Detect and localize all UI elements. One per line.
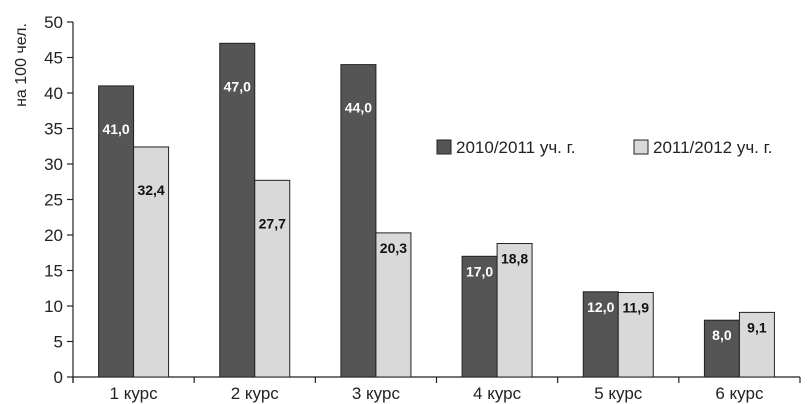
bar-value-label: 12,0	[587, 299, 614, 315]
y-tick-label: 25	[44, 191, 63, 210]
bar-series-1	[340, 64, 377, 378]
x-tick-label: 6 курс	[715, 384, 764, 403]
bar-series-2	[133, 146, 170, 378]
bar-value-label: 44,0	[345, 100, 372, 116]
bar-series-1	[703, 319, 740, 378]
bar-value-label: 20,3	[380, 240, 407, 256]
y-tick-label: 15	[44, 262, 63, 281]
y-tick-label: 45	[44, 49, 63, 68]
legend-label: 2010/2011 уч. г.	[456, 138, 575, 157]
bar-value-label: 27,7	[259, 215, 286, 231]
bar-series-2	[375, 232, 412, 378]
y-tick-label: 35	[44, 120, 63, 139]
y-tick-label: 10	[44, 297, 63, 316]
bar-series-1	[98, 85, 135, 378]
x-tick-label: 4 курс	[473, 384, 522, 403]
bars: 41,0 32,4 47,0 27,7 44,0 20,3 17,0 18,8 12,0 11,9…	[98, 42, 775, 378]
bar-series-2	[254, 179, 291, 378]
y-tick-label: 40	[44, 84, 63, 103]
y-axis: 0 5 10 15 20 25 30 35 40 45 50	[44, 13, 74, 387]
x-tick-label: 5 курс	[594, 384, 643, 403]
bar-value-label: 9,1	[747, 319, 767, 335]
legend-label: 2011/2012 уч. г.	[653, 138, 772, 157]
y-tick-label: 0	[54, 368, 63, 387]
x-axis: 1 курс 2 курс 3 курс 4 курс 5 курс 6 курс	[72, 376, 801, 403]
bar-value-label: 17,0	[466, 263, 493, 279]
bar-value-label: 18,8	[501, 251, 528, 267]
bar-series-1	[219, 42, 256, 378]
y-tick-label: 20	[44, 226, 63, 245]
legend-swatch	[436, 139, 452, 155]
x-tick-label: 2 курс	[231, 384, 280, 403]
bar-series-1	[582, 291, 619, 378]
bar-value-label: 41,0	[102, 121, 129, 137]
legend-swatch	[633, 139, 649, 155]
y-tick-label: 30	[44, 155, 63, 174]
bar-value-label: 47,0	[224, 78, 251, 94]
bar-value-label: 32,4	[137, 182, 164, 198]
y-tick-label: 50	[44, 13, 63, 32]
y-axis-label: на 100 чел.	[13, 23, 30, 107]
bar-value-label: 11,9	[623, 300, 650, 316]
bar-series-1	[461, 255, 498, 378]
legend: 2010/2011 уч. г. 2011/2012 уч. г.	[436, 138, 772, 157]
bar-series-2	[738, 311, 775, 378]
bar-series-2	[496, 243, 533, 378]
bar-series-2	[617, 292, 654, 378]
x-tick-label: 3 курс	[352, 384, 401, 403]
bar-value-label: 8,0	[712, 327, 732, 343]
x-tick-label: 1 курс	[110, 384, 159, 403]
y-tick-label: 5	[54, 333, 63, 352]
